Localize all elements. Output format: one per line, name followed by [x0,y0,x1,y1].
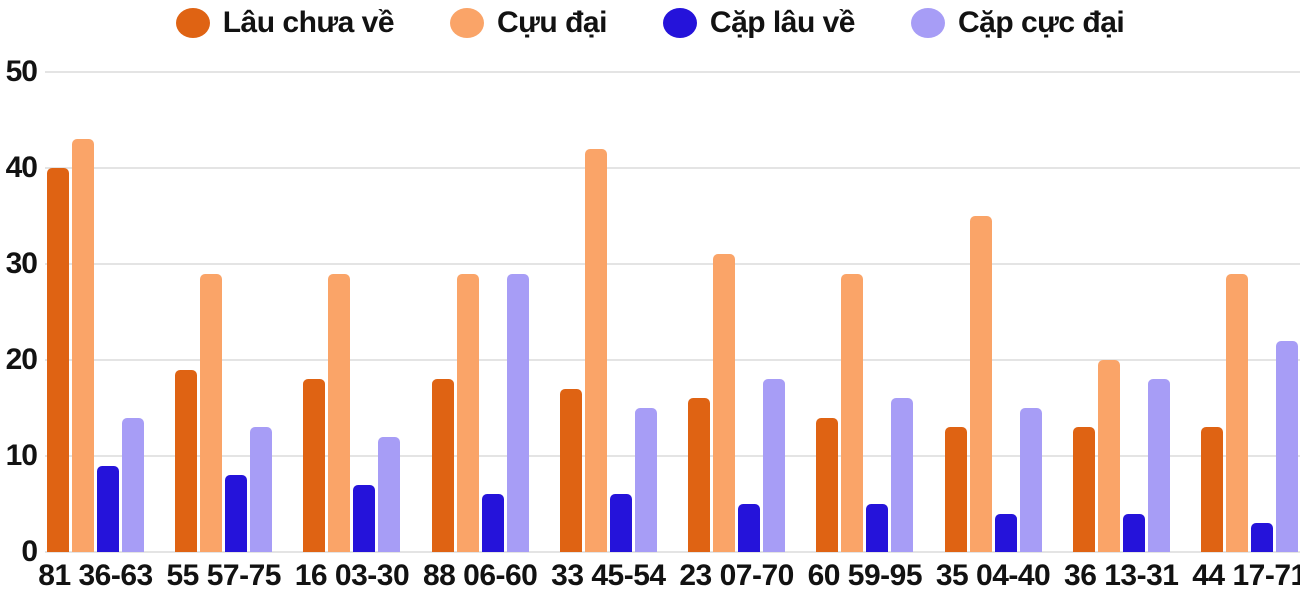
legend-label: Cựu đại [497,6,607,39]
bar-9-series-4[interactable] [1147,379,1170,552]
legend-swatch-icon [450,8,485,38]
legend-swatch-icon [662,8,697,38]
bar-8-series-2[interactable] [969,216,992,552]
x-tick-label: 81 36-63 [38,559,153,592]
legend-label: Cặp cực đại [957,6,1125,39]
bar-group-6 [688,72,786,552]
x-tick-label: 36 13-31 [1064,559,1179,592]
gridline-y-30 [45,263,1300,265]
chart-plot-area [45,71,1300,553]
bar-9-series-3[interactable] [1122,514,1145,552]
bar-6-series-1[interactable] [688,398,711,552]
gridline-y-40 [45,167,1300,169]
bar-6-series-3[interactable] [738,504,761,552]
bar-6-series-4[interactable] [763,379,786,552]
bar-4-series-4[interactable] [506,274,529,552]
legend-label: Cặp lâu về [709,6,856,39]
bar-group-3 [303,72,401,552]
x-tick-label: 33 45-54 [551,559,666,592]
bar-7-series-3[interactable] [866,504,889,552]
bar-1-series-3[interactable] [97,466,119,552]
gridline-y-50 [45,71,1300,73]
bar-3-series-2[interactable] [328,274,351,552]
bar-group-7 [816,72,914,552]
bar-3-series-4[interactable] [378,437,401,552]
y-tick-label: 10 [5,439,38,472]
bar-group-5 [559,72,657,552]
y-tick-label: 0 [21,535,38,568]
bar-8-series-1[interactable] [944,427,967,552]
bar-2-series-3[interactable] [225,475,248,552]
legend-swatch-icon [175,8,210,38]
chart-legend: Lâu chưa về Cựu đại Cặp lâu về Cặp cực đại [0,2,1300,44]
bar-group-2 [175,72,273,552]
bar-1-series-2[interactable] [72,139,94,552]
y-tick-label: 40 [5,151,38,184]
bar-4-series-3[interactable] [481,494,504,552]
x-tick-label: 35 04-40 [935,559,1051,592]
y-tick-label: 20 [5,343,38,376]
bar-5-series-1[interactable] [559,389,582,552]
bar-4-series-1[interactable] [431,379,454,552]
x-tick-label: 44 17-71 [1192,559,1300,592]
y-tick-label: 30 [5,247,38,280]
legend-label: Lâu chưa về [222,6,395,39]
bar-7-series-1[interactable] [816,418,839,552]
bar-group-4 [431,72,529,552]
legend-item-2[interactable]: Cựu đại [450,6,607,40]
x-tick-label: 88 06-60 [422,559,538,592]
bar-10-series-4[interactable] [1275,341,1298,552]
x-tick-label: 16 03-30 [294,559,410,592]
bar-7-series-4[interactable] [891,398,914,552]
bar-4-series-2[interactable] [456,274,479,552]
y-tick-label: 50 [5,55,38,88]
bar-group-10 [1200,72,1298,552]
y-axis: 0 10 20 30 40 50 [0,57,38,567]
bar-1-series-4[interactable] [122,418,144,552]
bar-groups [45,72,1300,552]
bar-group-1 [47,72,144,552]
x-tick-label: 23 07-70 [679,559,794,592]
gridline-y-20 [45,359,1300,361]
bar-3-series-3[interactable] [353,485,376,552]
legend-item-3[interactable]: Cặp lâu về [662,6,856,40]
bar-9-series-1[interactable] [1072,427,1095,552]
bar-2-series-4[interactable] [250,427,273,552]
bar-group-9 [1072,72,1170,552]
bar-5-series-4[interactable] [634,408,657,552]
legend-item-4[interactable]: Cặp cực đại [910,6,1125,40]
bar-10-series-2[interactable] [1225,274,1248,552]
bar-10-series-1[interactable] [1200,427,1223,552]
x-tick-label: 55 57-75 [166,559,282,592]
bar-7-series-2[interactable] [841,274,864,552]
x-tick-label: 60 59-95 [807,559,923,592]
gridline-y-0 [45,551,1300,553]
bar-9-series-2[interactable] [1097,360,1120,552]
bar-2-series-2[interactable] [200,274,223,552]
bar-5-series-2[interactable] [584,149,607,552]
gridline-y-10 [45,455,1300,457]
legend-item-1[interactable]: Lâu chưa về [175,6,395,40]
bar-group-8 [944,72,1042,552]
bar-2-series-1[interactable] [175,370,198,552]
bar-8-series-4[interactable] [1019,408,1042,552]
legend-swatch-icon [910,8,945,38]
bar-8-series-3[interactable] [994,514,1017,552]
bar-10-series-3[interactable] [1250,523,1273,552]
x-axis-labels: 81 36-63 55 57-75 16 03-30 88 06-60 33 45-54… [38,554,1300,598]
bar-1-series-1[interactable] [47,168,69,552]
bar-5-series-3[interactable] [609,494,632,552]
bar-3-series-1[interactable] [303,379,326,552]
bar-6-series-2[interactable] [713,254,736,552]
